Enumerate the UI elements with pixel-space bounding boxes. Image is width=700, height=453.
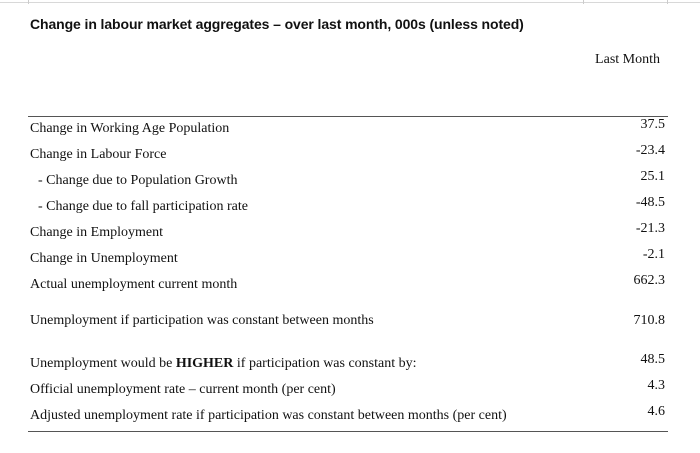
row-label: Change in Unemployment — [30, 251, 178, 266]
column-tick — [667, 0, 668, 4]
row-label-post: if participation was constant by: — [233, 356, 417, 371]
row-label: Unemployment if participation was consta… — [30, 313, 374, 328]
table-row: Actual unemployment current month 662.3 — [30, 273, 665, 293]
top-rule — [28, 116, 668, 117]
row-label: Unemployment would be HIGHER if particip… — [30, 356, 417, 372]
column-tick — [583, 0, 584, 4]
bottom-rule — [28, 431, 668, 432]
table-title: Change in labour market aggregates – ove… — [30, 16, 524, 32]
table-row: - Change due to Population Growth 25.1 — [30, 169, 665, 189]
row-value: -23.4 — [635, 143, 665, 158]
row-value: 4.6 — [647, 404, 666, 419]
row-label: Actual unemployment current month — [30, 277, 238, 292]
table-row: Unemployment would be HIGHER if particip… — [30, 352, 665, 372]
table-row: Unemployment if participation was consta… — [30, 313, 665, 333]
row-value: 4.3 — [647, 378, 666, 393]
row-value: 25.1 — [640, 169, 666, 184]
row-label-bold: HIGHER — [175, 356, 234, 371]
column-tick — [28, 0, 29, 4]
table-row: Change in Working Age Population 37.5 — [30, 117, 665, 137]
row-label: Change in Working Age Population — [30, 121, 230, 136]
table-row: Adjusted unemployment rate if participat… — [30, 404, 665, 424]
row-value: 710.8 — [633, 313, 666, 328]
column-header-last-month: Last Month — [595, 52, 660, 67]
row-label-pre: Unemployment would be — [30, 356, 176, 371]
table-row: Change in Labour Force -23.4 — [30, 143, 665, 163]
row-value: -21.3 — [635, 221, 665, 236]
table-row: Change in Employment -21.3 — [30, 221, 665, 241]
row-label: Official unemployment rate – current mon… — [30, 382, 336, 397]
row-value: 37.5 — [640, 117, 666, 132]
row-value: 48.5 — [640, 352, 666, 367]
table-row: - Change due to fall participation rate -… — [30, 195, 665, 215]
row-value: -2.1 — [642, 247, 665, 262]
row-value: 662.3 — [633, 273, 666, 288]
row-label: - Change due to Population Growth — [38, 173, 238, 188]
row-label: Change in Employment — [30, 225, 163, 240]
table-row: Official unemployment rate – current mon… — [30, 378, 665, 398]
row-label: - Change due to fall participation rate — [38, 199, 248, 214]
row-value: -48.5 — [635, 195, 665, 210]
top-border — [0, 2, 700, 3]
table-row: Change in Unemployment -2.1 — [30, 247, 665, 267]
row-label: Change in Labour Force — [30, 147, 167, 162]
row-label: Adjusted unemployment rate if participat… — [30, 408, 507, 423]
